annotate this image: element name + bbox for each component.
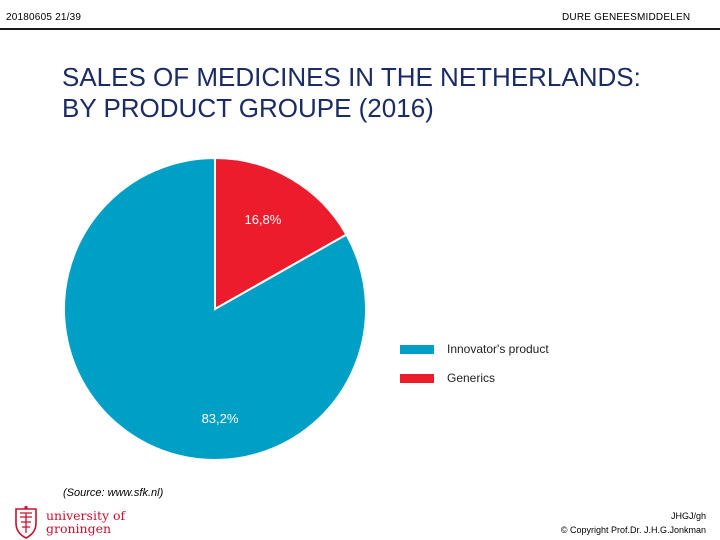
pie-slice-innovator	[63, 156, 367, 461]
footer-credits: JHGJ/gh © Copyright Prof.Dr. J.H.G.Jonkm…	[561, 509, 706, 537]
university-logo: university of groningen	[14, 505, 125, 539]
title-line-2: BY PRODUCT GROUPE (2016)	[62, 93, 434, 123]
footer-copyright: © Copyright Prof.Dr. J.H.G.Jonkman	[560, 525, 706, 535]
page-title: SALES OF MEDICINES IN THE NETHERLANDS: B…	[62, 62, 702, 124]
legend-swatch-innovator	[400, 344, 434, 354]
footer-initials: JHGJ/gh	[670, 511, 706, 521]
legend-label-innovator: Innovator's product	[447, 342, 549, 356]
section-label: DURE GENEESMIDDELEN	[562, 12, 691, 23]
title-line-1: SALES OF MEDICINES IN THE NETHERLANDS:	[62, 62, 641, 92]
legend-label-generics: Generics	[447, 371, 496, 385]
pie-label-generics: 16,8%	[244, 212, 281, 227]
logo-text-line-2: groningen	[46, 521, 112, 536]
legend-swatch-generics	[400, 373, 434, 383]
legend-item-innovator: Innovator's product	[400, 341, 549, 357]
slide-date-number: 20180605 21/39	[6, 12, 82, 23]
pie-slice-generics	[214, 156, 348, 311]
source-note: (Source: www.sfk.nl)	[63, 487, 164, 499]
header-divider	[0, 28, 720, 30]
logo-text-line-1: university of	[46, 508, 126, 523]
legend-item-generics: Generics	[400, 370, 495, 386]
pie-label-innovator: 83,2%	[202, 411, 239, 426]
crest-icon	[15, 505, 37, 539]
